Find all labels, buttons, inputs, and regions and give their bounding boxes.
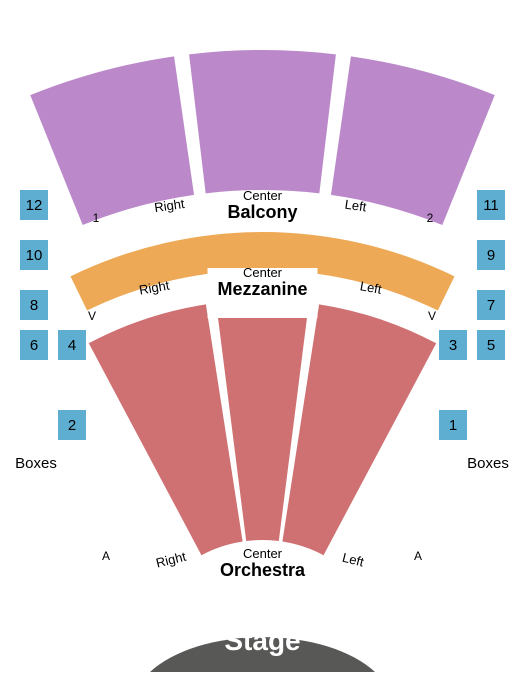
box-number: 4 — [68, 337, 76, 354]
orchestra-section[interactable] — [282, 304, 436, 555]
orch-center-sublabel: Center — [243, 546, 283, 561]
orch-top-notch — [208, 298, 318, 318]
mezz-center-sublabel: Center — [243, 265, 283, 280]
boxes-label-left: Boxes — [15, 455, 57, 472]
box-number: 2 — [68, 417, 76, 434]
orch-row-a-right: A — [414, 549, 422, 563]
orch-left-label: Left — [341, 550, 366, 570]
orch-row-v-right: V — [428, 309, 436, 323]
orch-row-a-left: A — [102, 549, 110, 563]
orchestra-section[interactable] — [89, 304, 243, 555]
mezz-left-label: Left — [359, 278, 383, 297]
balcony-marker-1: 1 — [93, 211, 100, 225]
box-number: 7 — [487, 297, 495, 314]
stage-label: Stage — [224, 625, 300, 656]
balcony-right-label: Right — [153, 196, 186, 215]
balcony-label: Balcony — [227, 202, 297, 222]
box-number: 1 — [449, 417, 457, 434]
balcony-marker-2: 2 — [427, 211, 434, 225]
box-number: 5 — [487, 337, 495, 354]
balcony-section[interactable] — [189, 50, 336, 193]
box-number: 9 — [487, 247, 495, 264]
box-number: 3 — [449, 337, 457, 354]
orch-right-label: Right — [154, 549, 187, 571]
orch-label: Orchestra — [220, 560, 306, 580]
box-number: 8 — [30, 297, 38, 314]
box-number: 10 — [26, 247, 43, 264]
orch-row-v-left: V — [88, 309, 96, 323]
balcony-center-sublabel: Center — [243, 188, 283, 203]
boxes-label-right: Boxes — [467, 455, 509, 472]
box-number: 12 — [26, 197, 43, 214]
mezz-label: Mezzanine — [217, 279, 307, 299]
box-number: 6 — [30, 337, 38, 354]
balcony-left-label: Left — [344, 197, 368, 215]
box-number: 11 — [483, 197, 499, 214]
